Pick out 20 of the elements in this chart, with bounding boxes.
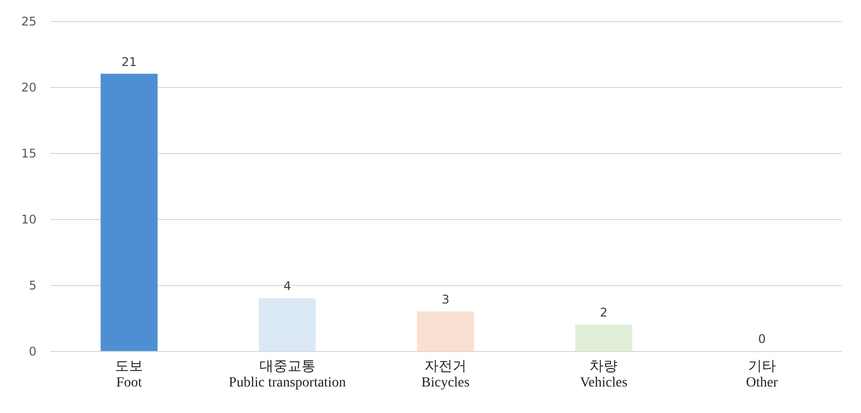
data-label: 3 xyxy=(442,292,450,306)
x-tick-label: 자전거 Bicycles xyxy=(421,360,470,390)
data-label: 21 xyxy=(121,54,137,69)
y-tick-label: 20 xyxy=(21,80,36,94)
y-tick-label: 0 xyxy=(28,344,36,358)
y-tick-label: 25 xyxy=(21,14,36,28)
bar xyxy=(575,324,632,351)
data-label: 0 xyxy=(758,332,766,346)
x-tick-label: 기타 Other xyxy=(746,360,778,390)
bar xyxy=(100,74,158,351)
x-tick-label: 도보 Foot xyxy=(115,360,144,390)
x-tick-label: 차량 Vehicles xyxy=(580,360,628,390)
y-tick-label: 10 xyxy=(21,212,36,226)
y-tick-label: 5 xyxy=(28,278,36,292)
bar xyxy=(417,311,474,351)
data-label: 2 xyxy=(600,306,608,320)
x-tick-label: 대중교통 Public transportation xyxy=(228,360,346,390)
data-label: 4 xyxy=(283,279,292,294)
y-tick-label: 15 xyxy=(21,146,36,160)
bar xyxy=(258,298,316,351)
